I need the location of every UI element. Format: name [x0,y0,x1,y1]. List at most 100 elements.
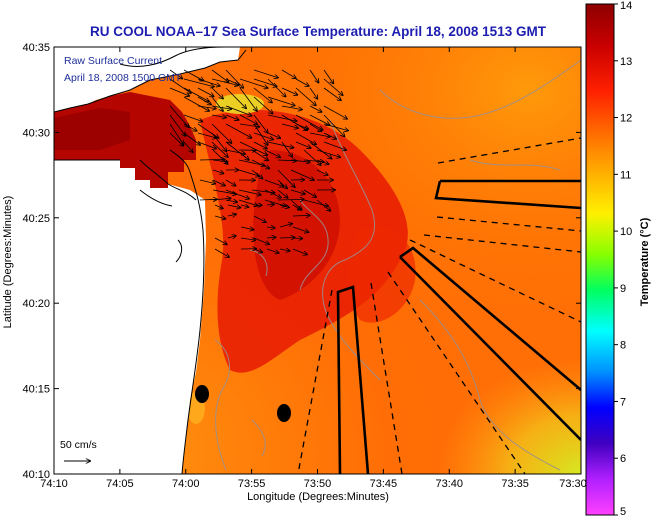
current-vector [277,179,287,188]
y-tick-label: 40:30 [22,127,50,139]
current-vector [279,238,295,239]
current-vector [214,237,227,244]
current-vector [253,114,268,133]
current-vector [277,189,288,198]
current-vector [183,114,202,122]
scale-vector-label: 50 cm/s [60,439,97,451]
current-vector [267,132,280,138]
current-vector [227,214,236,216]
current-vector [225,105,252,116]
current-vector [281,141,292,157]
current-vector [251,189,275,193]
current-vector [183,69,204,81]
current-vector [292,204,301,210]
current-vector [292,226,309,232]
y-axis: 40:35 40:30 40:25 40:20 40:15 40:10 [22,42,581,481]
current-vector [212,169,224,173]
current-vector [279,249,290,251]
current-vector [197,132,217,138]
current-vector [211,105,231,109]
y-tick-label: 40:20 [22,298,50,310]
current-vector [225,189,249,199]
current-vector [169,87,189,96]
current-vector [279,224,292,228]
current-vector [211,96,223,111]
current-vector [323,123,348,131]
current-vector [212,198,231,200]
current-vector [323,78,343,95]
current-vector [295,141,311,148]
current-vector [169,132,183,146]
current-vector [239,78,268,88]
current-vector [309,114,330,125]
current-vector [225,87,246,108]
current-vector [323,69,333,84]
current-vector [316,199,331,211]
buoy-marker [195,385,209,403]
current-vector [240,227,254,230]
y-tick-label: 40:25 [22,213,50,225]
current-vector [169,78,191,93]
current-vector [212,160,228,162]
current-vector [264,149,280,157]
current-vector [238,169,259,176]
current-vector [211,123,232,143]
current-vector [238,189,261,195]
colorbar-tick-label: 11 [620,169,631,181]
current-vector [183,87,209,101]
current-vector [253,248,262,252]
current-vector [214,248,229,257]
current-vector [295,78,309,86]
current-vector [238,159,265,166]
current-vector [211,132,226,151]
current-vector [251,169,263,179]
current-vector [199,199,217,200]
current-vector [266,227,275,228]
current-vector [169,69,182,79]
current-vector [281,123,298,128]
current-vector [240,238,255,240]
current-vector [225,179,236,186]
current-vector [267,96,295,106]
current-vector [211,141,228,157]
colorbar-tick-label: 12 [620,113,632,125]
current-vector [266,237,276,238]
current-vector [197,105,216,109]
x-tick-label: 74:05 [106,478,134,490]
x-tick-label: 74:00 [172,478,200,490]
current-vector [225,149,245,154]
current-vector [183,78,214,87]
dashed-lines [297,137,581,474]
current-vector [281,69,296,78]
current-vector [267,141,294,148]
current-vector [323,105,347,119]
y-tick-label: 40:15 [22,384,50,396]
current-vector [169,123,184,145]
colorbar-tick-label: 10 [620,226,632,238]
current-vector [303,149,321,165]
current-vector [183,123,197,131]
current-vector [239,87,257,111]
current-vector [292,248,307,255]
current-vector [323,87,341,100]
current-vector [251,159,269,169]
current-vector [267,114,297,121]
current-vector [211,87,223,99]
current-vector [197,141,216,149]
current-vector [266,248,279,253]
current-vector [295,123,308,129]
current-vector [225,141,249,160]
current-vector [253,123,268,145]
x-axis: 74:10 74:05 74:00 73:55 73:50 73:45 73:40 73:35… [40,47,587,490]
current-vector [292,238,302,239]
current-vector [253,87,272,103]
current-vector [251,149,268,160]
current-vector [295,132,316,144]
current-vector [279,205,289,207]
colorbar-tick-label: 6 [620,453,626,465]
current-vector [239,114,258,124]
y-tick-label: 40:35 [22,42,50,54]
x-tick-label: 73:45 [370,478,398,490]
colorbar: 14 13 12 11 10 9 8 7 6 5 Temperature (°C) [585,0,651,518]
land-mass [54,47,240,112]
